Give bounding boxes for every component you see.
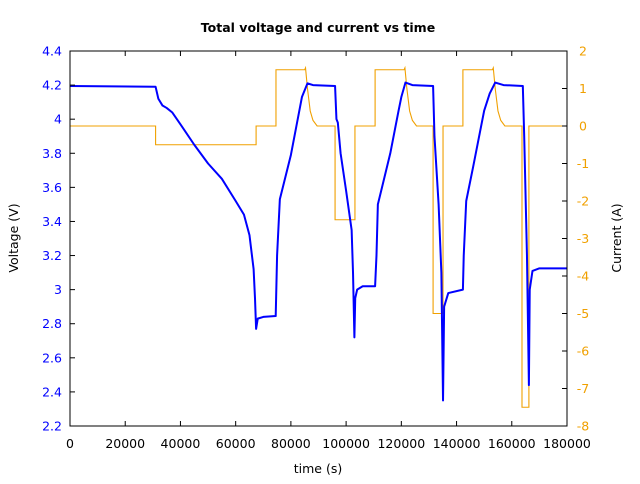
y-axis-label: Voltage (V) [6, 203, 21, 272]
y2-tick-label: 1 [579, 81, 587, 96]
series-layer [69, 65, 567, 408]
y-tick-label: 2.6 [42, 350, 62, 365]
y2-tick-label: -3 [577, 231, 589, 246]
voltage-series-line [69, 81, 567, 402]
y2-tick-label: -7 [577, 381, 589, 396]
y-tick-label: 2.8 [42, 316, 62, 331]
ticks-layer: 0 20000 40000 60000 80000 100000 120000 140000 1… [42, 44, 591, 452]
y-tick-label: 2.2 [42, 419, 62, 434]
x-tick-label: 40000 [161, 436, 201, 451]
y-tick-label: 3 [54, 282, 62, 297]
y-tick-label: 2.4 [42, 384, 62, 399]
y2-tick-label: -4 [577, 269, 590, 284]
y2-tick-label: -6 [577, 344, 590, 359]
x-tick-label: 100000 [322, 436, 370, 451]
x-tick-label: 160000 [488, 436, 536, 451]
y-tick-label: 4.4 [42, 44, 62, 59]
x-tick-label: 80000 [271, 436, 311, 451]
x-axis-label: time (s) [294, 461, 342, 476]
y2-tick-label: -5 [577, 306, 589, 321]
y2-tick-label: -8 [577, 419, 590, 434]
x-tick-label: 120000 [377, 436, 425, 451]
y-tick-label: 3.6 [42, 180, 62, 195]
plot-frame [69, 50, 568, 427]
x-tick-label: 60000 [216, 436, 256, 451]
x-tick-label: 0 [66, 436, 74, 451]
y-tick-label: 4.2 [42, 78, 62, 93]
y2-axis-label: Current (A) [609, 203, 624, 272]
y2-tick-label: -2 [577, 194, 589, 209]
y-tick-label: 3.8 [42, 146, 62, 161]
y2-tick-label: -1 [577, 156, 589, 171]
y2-tick-label: 0 [579, 119, 587, 134]
y-tick-label: 3.2 [42, 248, 62, 263]
x-tick-label: 140000 [433, 436, 481, 451]
x-tick-label: 20000 [105, 436, 145, 451]
y-tick-label: 4 [54, 112, 62, 127]
current-series-line [70, 65, 567, 408]
chart-title: Total voltage and current vs time [201, 20, 435, 35]
y-tick-label: 3.4 [42, 214, 62, 229]
y2-tick-label: 2 [579, 44, 587, 59]
x-tick-label: 180000 [543, 436, 591, 451]
